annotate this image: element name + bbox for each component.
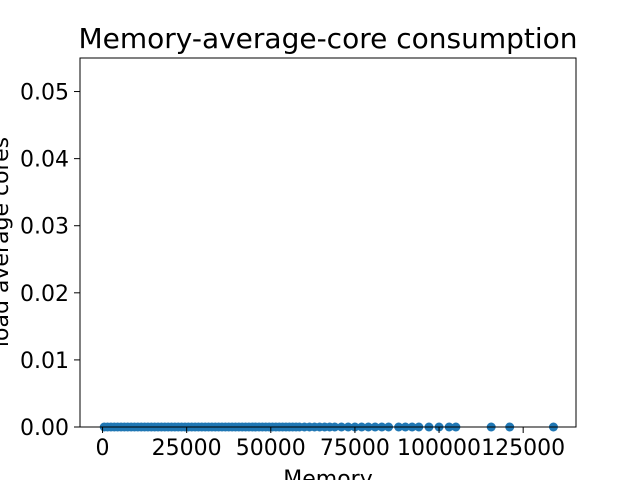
data-points (99, 422, 558, 432)
chart-title: Memory-average-core consumption (78, 22, 577, 55)
y-tick-label: 0.04 (20, 148, 69, 173)
x-tick-label: 25000 (152, 436, 222, 461)
x-axis: 0 25000 50000 75000 100000 125000 (96, 427, 565, 461)
plot-area (79, 57, 577, 428)
y-tick-label: 0.01 (20, 349, 69, 374)
y-tick-label: 0.00 (20, 416, 69, 441)
y-axis-label: load average cores (0, 137, 14, 347)
y-tick-label: 0.03 (20, 215, 69, 240)
x-tick-label: 100000 (397, 436, 481, 461)
x-axis-label: Memory (283, 467, 372, 480)
y-axis: 0.00 0.01 0.02 0.03 0.04 0.05 (20, 81, 80, 441)
y-tick-label: 0.05 (20, 81, 69, 106)
x-tick-label: 75000 (320, 436, 390, 461)
x-tick-label: 50000 (236, 436, 306, 461)
y-tick-label: 0.02 (20, 282, 69, 307)
x-tick-label: 125000 (481, 436, 565, 461)
x-tick-label: 0 (96, 436, 110, 461)
